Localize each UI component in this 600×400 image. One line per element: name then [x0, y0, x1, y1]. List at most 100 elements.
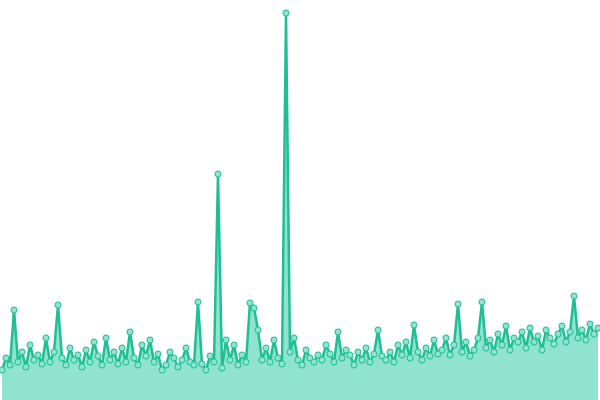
- point: [138, 341, 146, 349]
- point: [366, 358, 374, 366]
- point: [322, 341, 330, 349]
- point: [242, 358, 250, 366]
- point: [222, 336, 230, 344]
- point: [102, 334, 110, 342]
- point: [250, 304, 258, 312]
- point: [546, 334, 554, 342]
- point: [70, 356, 78, 364]
- point: [0, 366, 6, 374]
- point: [402, 338, 410, 346]
- point: [18, 348, 26, 356]
- point: [382, 356, 390, 364]
- point: [478, 298, 486, 306]
- point: [198, 360, 206, 368]
- point: [270, 336, 278, 344]
- point: [502, 322, 510, 330]
- point: [594, 324, 600, 332]
- point: [330, 358, 338, 366]
- point: [74, 351, 82, 359]
- point: [526, 324, 534, 332]
- point: [150, 358, 158, 366]
- point: [22, 363, 30, 371]
- point: [98, 361, 106, 369]
- point: [278, 360, 286, 368]
- point: [470, 346, 478, 354]
- point: [114, 360, 122, 368]
- point: [42, 334, 50, 342]
- point: [582, 336, 590, 344]
- point: [442, 334, 450, 342]
- point: [486, 336, 494, 344]
- point: [390, 358, 398, 366]
- point: [158, 366, 166, 374]
- point: [118, 344, 126, 352]
- point: [550, 340, 558, 348]
- point: [346, 351, 354, 359]
- point: [262, 344, 270, 352]
- point: [434, 350, 442, 358]
- point: [274, 354, 282, 362]
- point: [126, 328, 134, 336]
- point: [498, 341, 506, 349]
- point: [178, 356, 186, 364]
- point: [386, 348, 394, 356]
- point: [234, 361, 242, 369]
- point: [38, 360, 46, 368]
- point: [554, 330, 562, 338]
- point: [334, 328, 342, 336]
- point: [326, 350, 334, 358]
- point: [354, 348, 362, 356]
- point: [370, 350, 378, 358]
- point: [294, 356, 302, 364]
- point: [2, 354, 10, 362]
- point: [110, 348, 118, 356]
- point: [30, 356, 38, 364]
- point: [286, 348, 294, 356]
- point: [218, 364, 226, 372]
- point: [518, 328, 526, 336]
- point: [410, 321, 418, 329]
- point: [342, 346, 350, 354]
- point: [530, 338, 538, 346]
- point: [34, 351, 42, 359]
- point: [82, 346, 90, 354]
- point: [206, 352, 214, 360]
- point: [246, 299, 254, 307]
- point: [170, 354, 178, 362]
- point: [538, 346, 546, 354]
- point: [54, 301, 62, 309]
- point: [494, 330, 502, 338]
- point: [130, 354, 138, 362]
- point: [166, 348, 174, 356]
- point: [466, 352, 474, 360]
- point: [438, 346, 446, 354]
- point: [514, 338, 522, 346]
- point: [6, 361, 14, 369]
- point: [318, 356, 326, 364]
- point: [450, 341, 458, 349]
- point: [358, 356, 366, 364]
- point: [586, 320, 594, 328]
- point: [174, 363, 182, 371]
- point: [202, 366, 210, 374]
- point: [210, 358, 218, 366]
- point: [430, 336, 438, 344]
- point: [194, 298, 202, 306]
- point: [26, 341, 34, 349]
- point: [394, 341, 402, 349]
- point: [510, 334, 518, 342]
- point: [106, 356, 114, 364]
- point: [426, 352, 434, 360]
- point: [446, 351, 454, 359]
- point: [406, 354, 414, 362]
- point: [414, 348, 422, 356]
- point: [570, 292, 578, 300]
- point: [154, 350, 162, 358]
- point: [66, 344, 74, 352]
- point: [578, 326, 586, 334]
- point: [534, 332, 542, 340]
- point: [50, 348, 58, 356]
- point: [482, 344, 490, 352]
- point: [422, 344, 430, 352]
- point: [490, 348, 498, 356]
